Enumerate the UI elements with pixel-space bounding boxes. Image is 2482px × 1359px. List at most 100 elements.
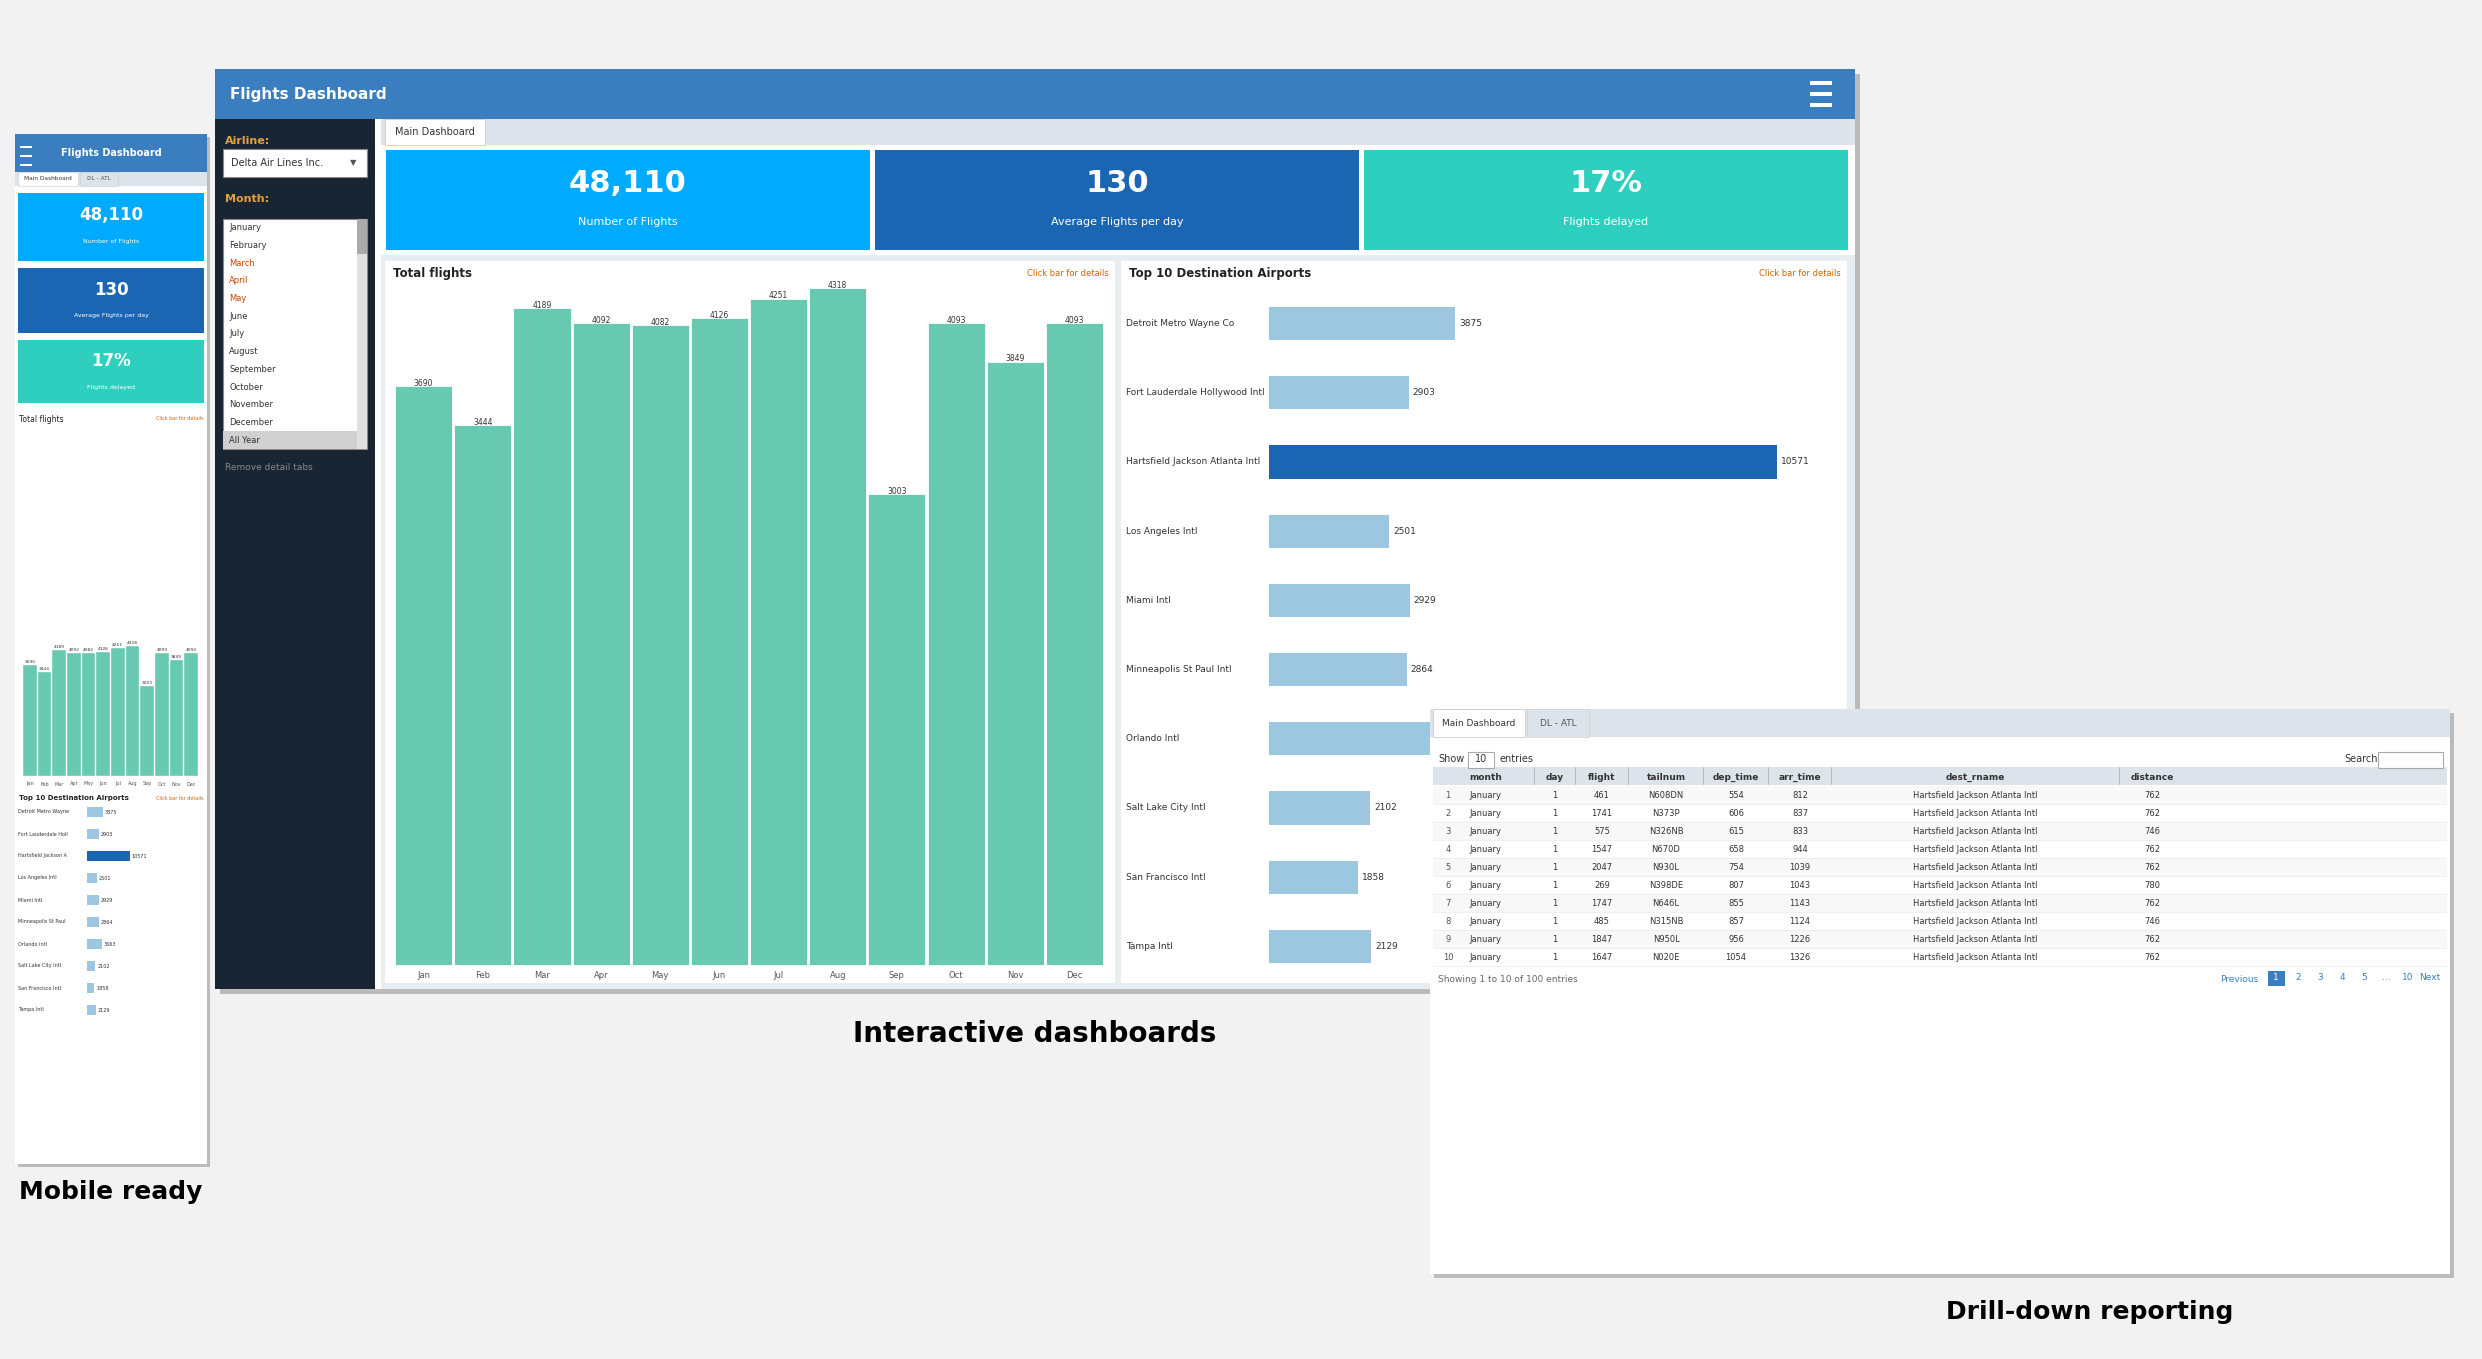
Text: 1054: 1054: [1725, 954, 1747, 962]
Bar: [17, 193, 204, 261]
Text: 1847: 1847: [1591, 935, 1613, 945]
Text: 4189: 4189: [531, 300, 551, 310]
Bar: [382, 120, 1854, 145]
Text: 1: 1: [1551, 810, 1559, 818]
Text: 1: 1: [1551, 882, 1559, 890]
Text: 762: 762: [2144, 791, 2159, 800]
Bar: [169, 660, 184, 776]
Text: 3444: 3444: [474, 417, 491, 427]
Bar: [67, 652, 82, 776]
Bar: [52, 650, 67, 776]
Bar: [1809, 82, 1832, 86]
Text: Feb: Feb: [40, 781, 50, 787]
Text: Hartsfield Jackson Atlanta Intl: Hartsfield Jackson Atlanta Intl: [1914, 954, 2038, 962]
Bar: [221, 73, 1859, 993]
Text: Search:: Search:: [2343, 754, 2380, 764]
Text: Detroit Metro Wayne Co: Detroit Metro Wayne Co: [1127, 319, 1234, 328]
Text: Total flights: Total flights: [20, 414, 65, 424]
Bar: [127, 646, 139, 776]
Text: January: January: [1469, 935, 1502, 945]
Bar: [17, 137, 211, 1167]
Text: Month:: Month:: [226, 194, 268, 204]
Text: 807: 807: [1727, 882, 1745, 890]
Text: 956: 956: [1727, 935, 1745, 945]
Text: Next: Next: [2420, 973, 2440, 983]
Text: 4189: 4189: [55, 646, 65, 648]
Bar: [928, 323, 985, 965]
Text: flight: flight: [1588, 772, 1616, 781]
Text: 4: 4: [2338, 973, 2345, 983]
Text: Hartsfield Jackson Atlanta Intl: Hartsfield Jackson Atlanta Intl: [1914, 917, 2038, 927]
Text: 2501: 2501: [99, 875, 112, 881]
Text: 837: 837: [1792, 810, 1807, 818]
Text: 1: 1: [1551, 828, 1559, 837]
Text: Remove detail tabs: Remove detail tabs: [226, 462, 313, 472]
Text: 1647: 1647: [1591, 954, 1613, 962]
Bar: [1268, 515, 1390, 548]
Text: Interactive dashboards: Interactive dashboards: [854, 1021, 1216, 1048]
Text: 762: 762: [2144, 935, 2159, 945]
Text: DL - ATL: DL - ATL: [87, 177, 112, 182]
Text: Previous: Previous: [2219, 974, 2259, 984]
Bar: [17, 268, 204, 333]
Text: 780: 780: [2144, 882, 2159, 890]
Text: 1: 1: [1551, 935, 1559, 945]
Bar: [385, 261, 1114, 983]
Text: 3663: 3663: [104, 942, 117, 946]
Text: 1858: 1858: [97, 985, 109, 991]
Text: Sep: Sep: [889, 970, 906, 980]
Bar: [17, 173, 77, 186]
Text: Click bar for details: Click bar for details: [1028, 269, 1109, 279]
Bar: [15, 173, 206, 186]
Text: 3875: 3875: [104, 810, 117, 814]
Bar: [216, 69, 1854, 120]
Text: 4093: 4093: [156, 648, 166, 652]
Bar: [1432, 766, 2447, 786]
Text: 48,110: 48,110: [79, 207, 144, 224]
Text: Hartsfield Jackson Atlanta Intl: Hartsfield Jackson Atlanta Intl: [1914, 863, 2038, 872]
Text: 762: 762: [2144, 845, 2159, 855]
Text: N315NB: N315NB: [1648, 917, 1683, 927]
Text: 1124: 1124: [1790, 917, 1809, 927]
Text: Flights Dashboard: Flights Dashboard: [231, 87, 387, 102]
Text: 4092: 4092: [591, 315, 611, 325]
Text: June: June: [228, 311, 248, 321]
Text: 4126: 4126: [97, 647, 109, 651]
Bar: [1809, 103, 1832, 107]
Bar: [1432, 786, 2447, 805]
Text: All Year: All Year: [228, 436, 261, 444]
Text: Jan: Jan: [25, 781, 35, 787]
Bar: [1268, 722, 1445, 756]
Text: Detroit Metro Wayne: Detroit Metro Wayne: [17, 810, 69, 814]
Text: 812: 812: [1792, 791, 1807, 800]
Text: 3849: 3849: [1005, 355, 1025, 363]
Text: 3: 3: [2318, 973, 2323, 983]
Text: 762: 762: [2144, 954, 2159, 962]
Text: Feb: Feb: [474, 970, 491, 980]
Bar: [141, 685, 154, 776]
Text: Top 10 Destination Airports: Top 10 Destination Airports: [1129, 268, 1310, 280]
Bar: [87, 807, 102, 817]
Bar: [87, 872, 97, 883]
Text: 1741: 1741: [1591, 810, 1613, 818]
Text: 746: 746: [2144, 917, 2159, 927]
Text: January: January: [1469, 863, 1502, 872]
Text: Hartsfield Jackson A: Hartsfield Jackson A: [17, 853, 67, 859]
Text: dest_rname: dest_rname: [1946, 772, 2005, 781]
Text: 17%: 17%: [1569, 170, 1643, 198]
Bar: [17, 340, 204, 404]
Text: 2102: 2102: [97, 964, 109, 969]
Text: Fort Lauderdale Hollywood Intl: Fort Lauderdale Hollywood Intl: [1127, 389, 1266, 397]
Text: 1043: 1043: [1790, 882, 1809, 890]
Text: Hartsfield Jackson Atlanta Intl: Hartsfield Jackson Atlanta Intl: [1914, 828, 2038, 837]
Text: Miami Intl: Miami Intl: [1127, 595, 1172, 605]
Text: September: September: [228, 364, 276, 374]
Text: Flights Dashboard: Flights Dashboard: [60, 148, 161, 158]
Text: 2903: 2903: [1412, 389, 1435, 397]
Text: 2102: 2102: [1375, 803, 1397, 813]
Bar: [1432, 822, 2447, 840]
Text: ▼: ▼: [350, 159, 357, 167]
Text: Tampa Intl: Tampa Intl: [1127, 942, 1174, 951]
Text: 1747: 1747: [1591, 900, 1613, 909]
Text: Show: Show: [1437, 754, 1464, 764]
